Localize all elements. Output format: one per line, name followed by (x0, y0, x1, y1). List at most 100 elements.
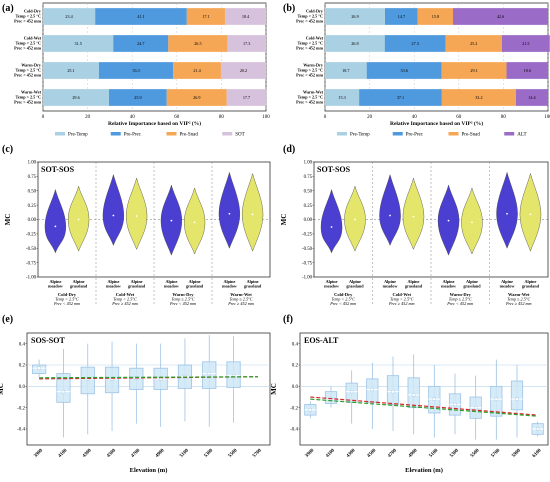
legend-swatch (504, 132, 515, 136)
legend-swatch (392, 132, 403, 136)
group-prec: Prec < 452 mm (53, 301, 80, 306)
y-tick-label: 0.0 (292, 385, 299, 390)
panel-label: (b) (283, 3, 295, 14)
box (510, 380, 524, 411)
y-axis-label: MC (4, 214, 12, 226)
violin-median (193, 221, 196, 224)
trend-line (310, 398, 538, 417)
data-label: 21.4 (193, 68, 201, 73)
x-tick-label: Alpine (349, 279, 361, 284)
plot-frame (26, 332, 271, 446)
bar-segment (109, 89, 167, 106)
bar-segment (95, 8, 187, 25)
violin (44, 188, 67, 254)
box (324, 391, 338, 404)
x-tick-label: 4700 (387, 448, 398, 459)
violin-median (506, 212, 508, 215)
x-tick-label: Alpine (189, 279, 201, 284)
y-tick-label: 0.25 (304, 204, 313, 209)
category-label: Prec < 452 mm (296, 19, 323, 24)
data-label: 29.1 (470, 68, 477, 73)
bar-segment (43, 89, 110, 106)
box (407, 377, 420, 409)
violin-median (170, 219, 173, 222)
data-label: 15.8 (432, 14, 439, 19)
y-tick-label: 0.2 (292, 364, 299, 369)
data-label: 26.9 (351, 14, 358, 19)
category-label: Warm-Dry (21, 63, 42, 68)
data-label: 33.6 (401, 68, 408, 73)
x-tick-label: 4900 (408, 448, 419, 459)
y-tick-label: 0.00 (28, 218, 37, 223)
x-tick-label: Alpine (326, 279, 338, 284)
group-prec: Prec ≥ 452 mm (227, 301, 254, 306)
y-axis-label: MC (270, 383, 278, 395)
x-tick-label: 3900 (305, 448, 316, 459)
bar-segment (325, 89, 360, 106)
violin-median (112, 214, 115, 217)
bar-segment (325, 35, 385, 52)
x-tick-label: Alpine (408, 279, 420, 284)
x-tick-label: 60 (174, 115, 180, 120)
y-tick-label: 0.4 (19, 342, 26, 347)
x-tick-label: meadow (324, 284, 339, 289)
category-label: Cold-Dry (306, 9, 324, 14)
legend-swatch (166, 132, 177, 136)
legend-label: Pre-Temp (68, 133, 88, 138)
box-mean-marker (207, 371, 211, 376)
group-temp: Temp < 2.5°C (390, 297, 414, 302)
group-temp: Temp < 2.5°C (55, 297, 79, 302)
x-tick-label: 5100 (179, 448, 190, 459)
data-label: 20.2 (240, 68, 247, 73)
x-tick-label: 5500 (228, 448, 239, 459)
violin (218, 171, 241, 249)
data-label: 14.7 (398, 14, 405, 19)
group-temp: Temp ≥ 2.5°C (449, 297, 472, 302)
violin (461, 187, 483, 255)
data-label: 29.6 (72, 95, 79, 100)
bar-segment (173, 62, 221, 79)
y-tick-label: 0.25 (28, 204, 37, 209)
box-mean-marker (453, 402, 457, 407)
x-tick-label: 5900 (511, 448, 522, 459)
x-tick-label: 3900 (33, 448, 44, 459)
group-temp: Temp < 2.5°C (331, 297, 355, 302)
bar-segment (359, 89, 442, 106)
legend-label: Pre-Snad (462, 133, 481, 138)
x-tick-label: 100 (544, 115, 550, 120)
x-tick-label: Alpine (107, 279, 119, 284)
category-label: Temp < 2.5 °C (297, 41, 323, 46)
bar-segment (227, 35, 266, 52)
y-tick-label: 0.0 (19, 385, 26, 390)
violin-median (330, 226, 333, 228)
x-tick-label: Alpine (165, 279, 177, 284)
box (80, 366, 95, 395)
group-temp: Temp < 2.5°C (113, 297, 137, 302)
x-tick-label: 100 (262, 115, 270, 120)
y-axis-label: MC (280, 214, 288, 226)
violin-median (447, 219, 450, 222)
violin (402, 177, 425, 250)
category-label: Cold-Wet (306, 36, 324, 41)
bar-segment (445, 35, 502, 52)
y-tick-label: 1.00 (28, 161, 37, 166)
violin-median (389, 214, 391, 217)
panel-label: (c) (2, 144, 13, 155)
x-tick-label: 4300 (346, 448, 357, 459)
legend-label: Pre-Snad (180, 133, 199, 138)
data-label: 18.6 (524, 68, 531, 73)
bar-segment (226, 89, 267, 106)
group-temp: Temp ≥ 2.5°C (171, 297, 194, 302)
group-prec: Prec < 452 mm (169, 301, 196, 306)
box-mean-marker (494, 397, 498, 401)
bar-segment (506, 62, 548, 79)
bar-segment (441, 62, 507, 79)
bar-segment (98, 62, 174, 79)
y-tick-label: 0.50 (28, 189, 37, 194)
box-mean-marker (412, 393, 416, 397)
legend-label: SOT (235, 133, 244, 138)
category-label: Temp < 2.5 °C (15, 41, 41, 46)
violin-median (135, 215, 138, 217)
x-tick-label: Alpine (247, 279, 259, 284)
